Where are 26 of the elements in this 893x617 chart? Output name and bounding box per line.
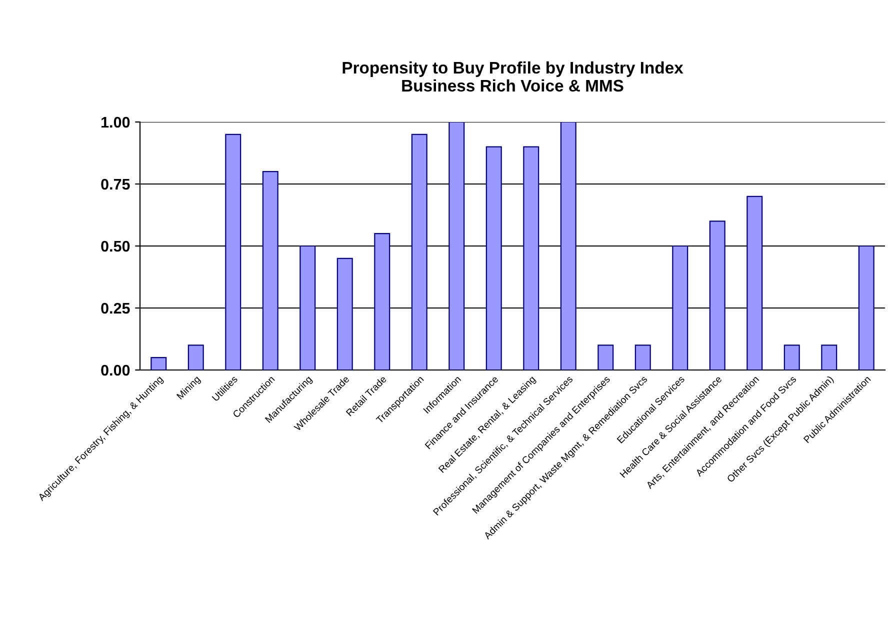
y-tick-label: 0.25 — [101, 302, 130, 314]
bar — [486, 146, 502, 370]
bar — [448, 122, 465, 370]
bar — [150, 357, 167, 370]
y-tick-label: 0.75 — [101, 178, 130, 190]
y-tick-label: 0.00 — [101, 364, 130, 376]
chart-title: Propensity to Buy Profile by Industry Index Business Rich Voice & MMS — [342, 61, 684, 92]
bar — [746, 196, 763, 370]
bar — [560, 122, 576, 370]
bar — [225, 134, 242, 370]
bar — [523, 146, 540, 370]
bar — [336, 258, 353, 370]
bar — [784, 344, 800, 370]
y-tick-label: 1.00 — [102, 116, 130, 128]
bar — [411, 134, 428, 370]
bar — [672, 245, 688, 370]
bar — [188, 344, 204, 370]
bar — [709, 220, 726, 370]
bar — [858, 245, 874, 370]
bar — [634, 344, 651, 370]
bar — [598, 344, 614, 370]
bar — [374, 233, 390, 370]
bar — [821, 344, 838, 370]
y-tick-label: 0.50 — [101, 240, 130, 252]
bar — [262, 171, 278, 370]
bar — [300, 245, 316, 370]
